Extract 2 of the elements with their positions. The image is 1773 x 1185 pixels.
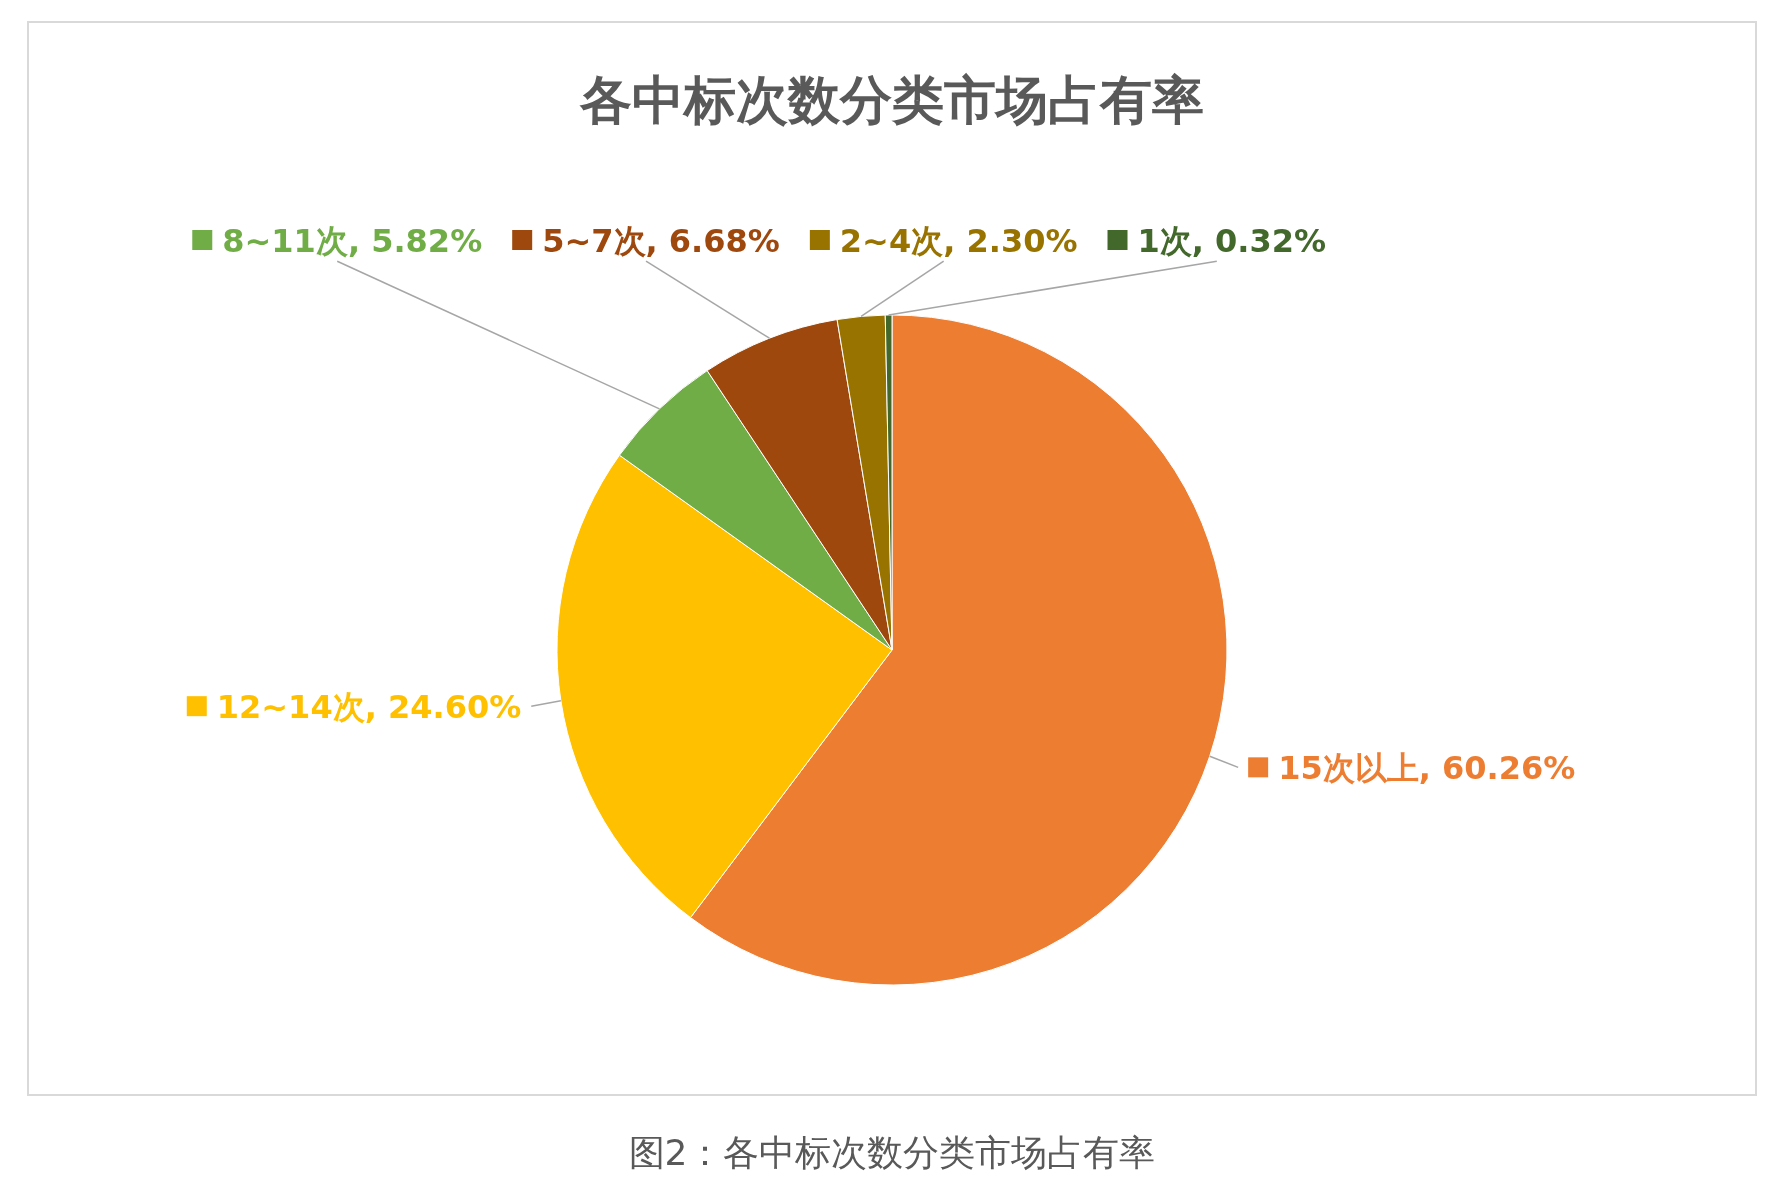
title: 各中标次数分类市场占有率: [580, 70, 1204, 130]
annotation: 图2：各中标次数分类市场占有率: [628, 1132, 1156, 1173]
